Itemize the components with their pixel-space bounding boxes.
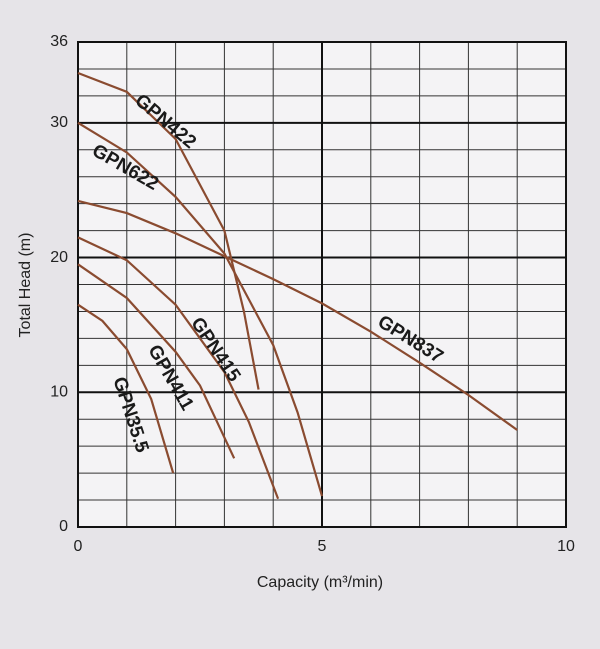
- curve: [77, 199, 518, 431]
- x-tick-label: 5: [318, 538, 327, 555]
- y-tick-label: 20: [50, 249, 68, 266]
- x-axis-label: Capacity (m³/min): [257, 574, 383, 591]
- y-tick-label: 0: [59, 518, 68, 535]
- y-axis-label: Total Head (m): [17, 233, 34, 338]
- x-tick-label: 0: [74, 538, 83, 555]
- y-tick-label: 30: [50, 114, 68, 131]
- x-tick-label: 10: [557, 538, 575, 555]
- curve: [77, 121, 324, 497]
- y-tick-label: 36: [50, 33, 68, 50]
- curve: [77, 263, 236, 459]
- curve: [77, 71, 260, 390]
- curve: [77, 303, 175, 474]
- y-tick-label: 10: [50, 383, 68, 400]
- curve: [77, 236, 280, 500]
